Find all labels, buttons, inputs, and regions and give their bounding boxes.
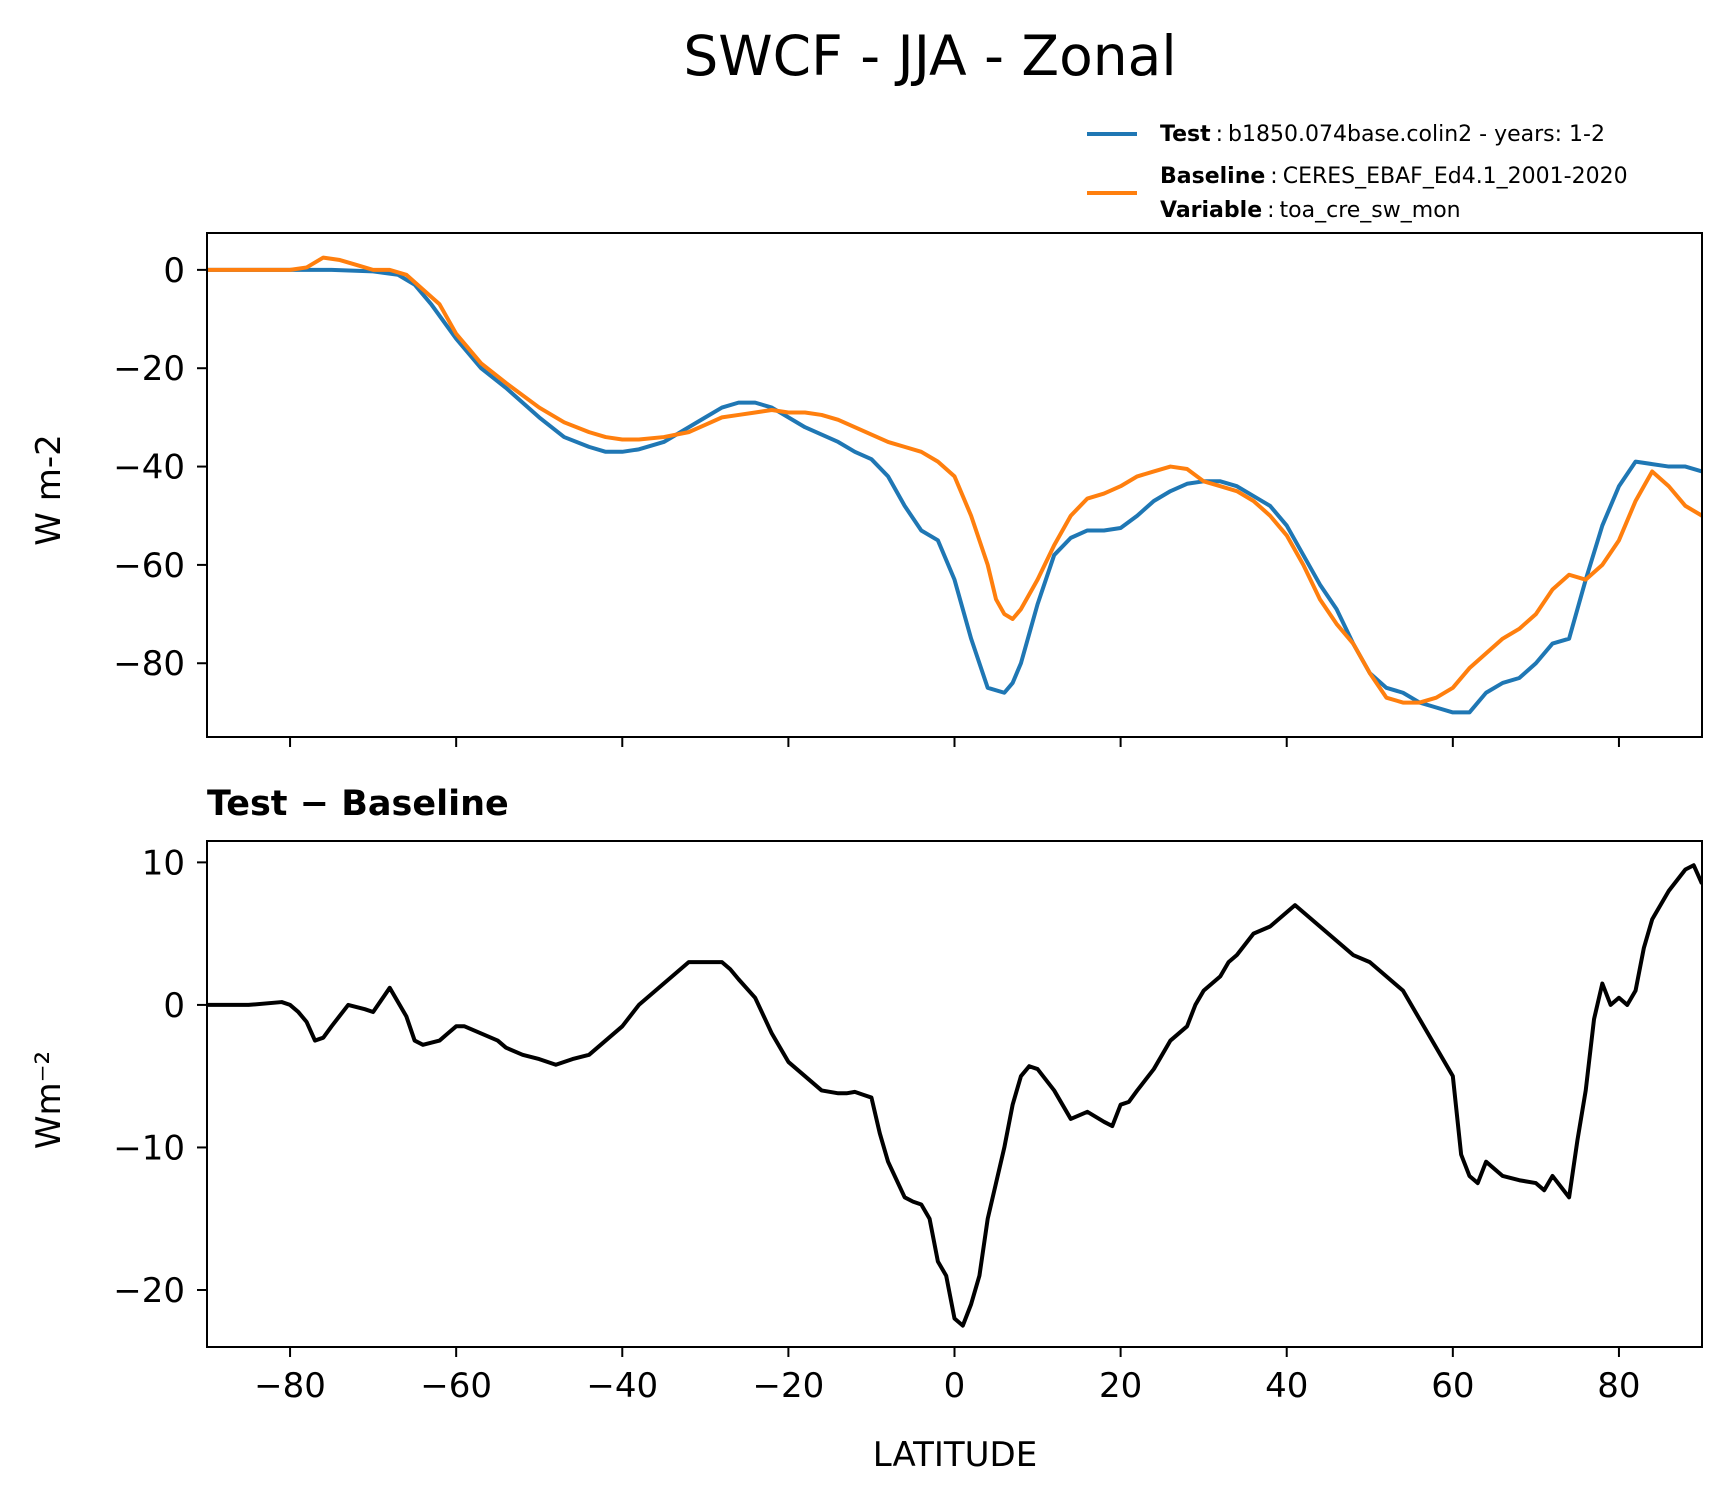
bottom-xtick-label: −60 [420,1366,492,1406]
bottom-xtick-label: 20 [1099,1366,1142,1406]
bottom-series-test-baseline [207,863,1702,1328]
top-ytick-label: 0 [163,251,185,291]
bottom-xtick-label: 40 [1265,1366,1308,1406]
top-ytick-label: −80 [113,644,185,684]
legend-variable-sep: : [1267,198,1274,223]
figure-title: SWCF - JJA - Zonal [683,24,1176,88]
legend-variable-text: Variable: toa_cre_sw_mon [1160,198,1461,223]
legend-test-text: Test: b1850.074base.colin2 - years: 1-2 [1160,122,1605,147]
bottom-ytick-label: 10 [142,843,185,883]
top-ytick-label: −20 [113,349,185,389]
bottom-xtick-label: 0 [944,1366,966,1406]
top-ytick-label: −60 [113,546,185,586]
bottom-panel: 10 0 −10 −20 −80 −60 −40 −20 0 20 40 60 80 [113,840,1703,1406]
top-series-test [207,267,1702,715]
legend-baseline-text: Baseline: CERES_EBAF_Ed4.1_2001-2020 [1160,164,1628,189]
bottom-xtick-label: −20 [753,1366,825,1406]
xlabel: LATITUDE [873,1435,1037,1475]
bottom-xtick-label: 60 [1431,1366,1474,1406]
bottom-xtick-label: 80 [1597,1366,1640,1406]
bottom-ytick-label: −10 [113,1128,185,1168]
top-ytick-label: −40 [113,448,185,488]
bottom-ytick-label: 0 [163,986,185,1026]
top-series-baseline [207,255,1702,705]
legend-variable-key: Variable [1160,198,1262,223]
legend: Test: b1850.074base.colin2 - years: 1-2 B… [1087,122,1628,223]
bottom-ytick-label: −20 [113,1271,185,1311]
legend-test-key: Test [1160,122,1211,147]
legend-baseline-key: Baseline [1160,164,1265,189]
legend-baseline-sep: : [1270,164,1277,189]
bottom-panel-title: Test − Baseline [207,784,509,824]
bottom-xtick-label: −40 [586,1366,658,1406]
legend-baseline-value: CERES_EBAF_Ed4.1_2001-2020 [1283,164,1628,189]
top-ylabel: W m-2 [29,434,69,545]
legend-test-value: b1850.074base.colin2 - years: 1-2 [1228,122,1605,147]
bottom-xtick-label: −80 [254,1366,326,1406]
legend-variable-value: toa_cre_sw_mon [1280,198,1461,223]
top-panel: 0 −20 −40 −60 −80 [113,232,1703,747]
bottom-ylabel: Wm⁻² [29,1051,69,1149]
legend-test-sep: : [1216,122,1223,147]
